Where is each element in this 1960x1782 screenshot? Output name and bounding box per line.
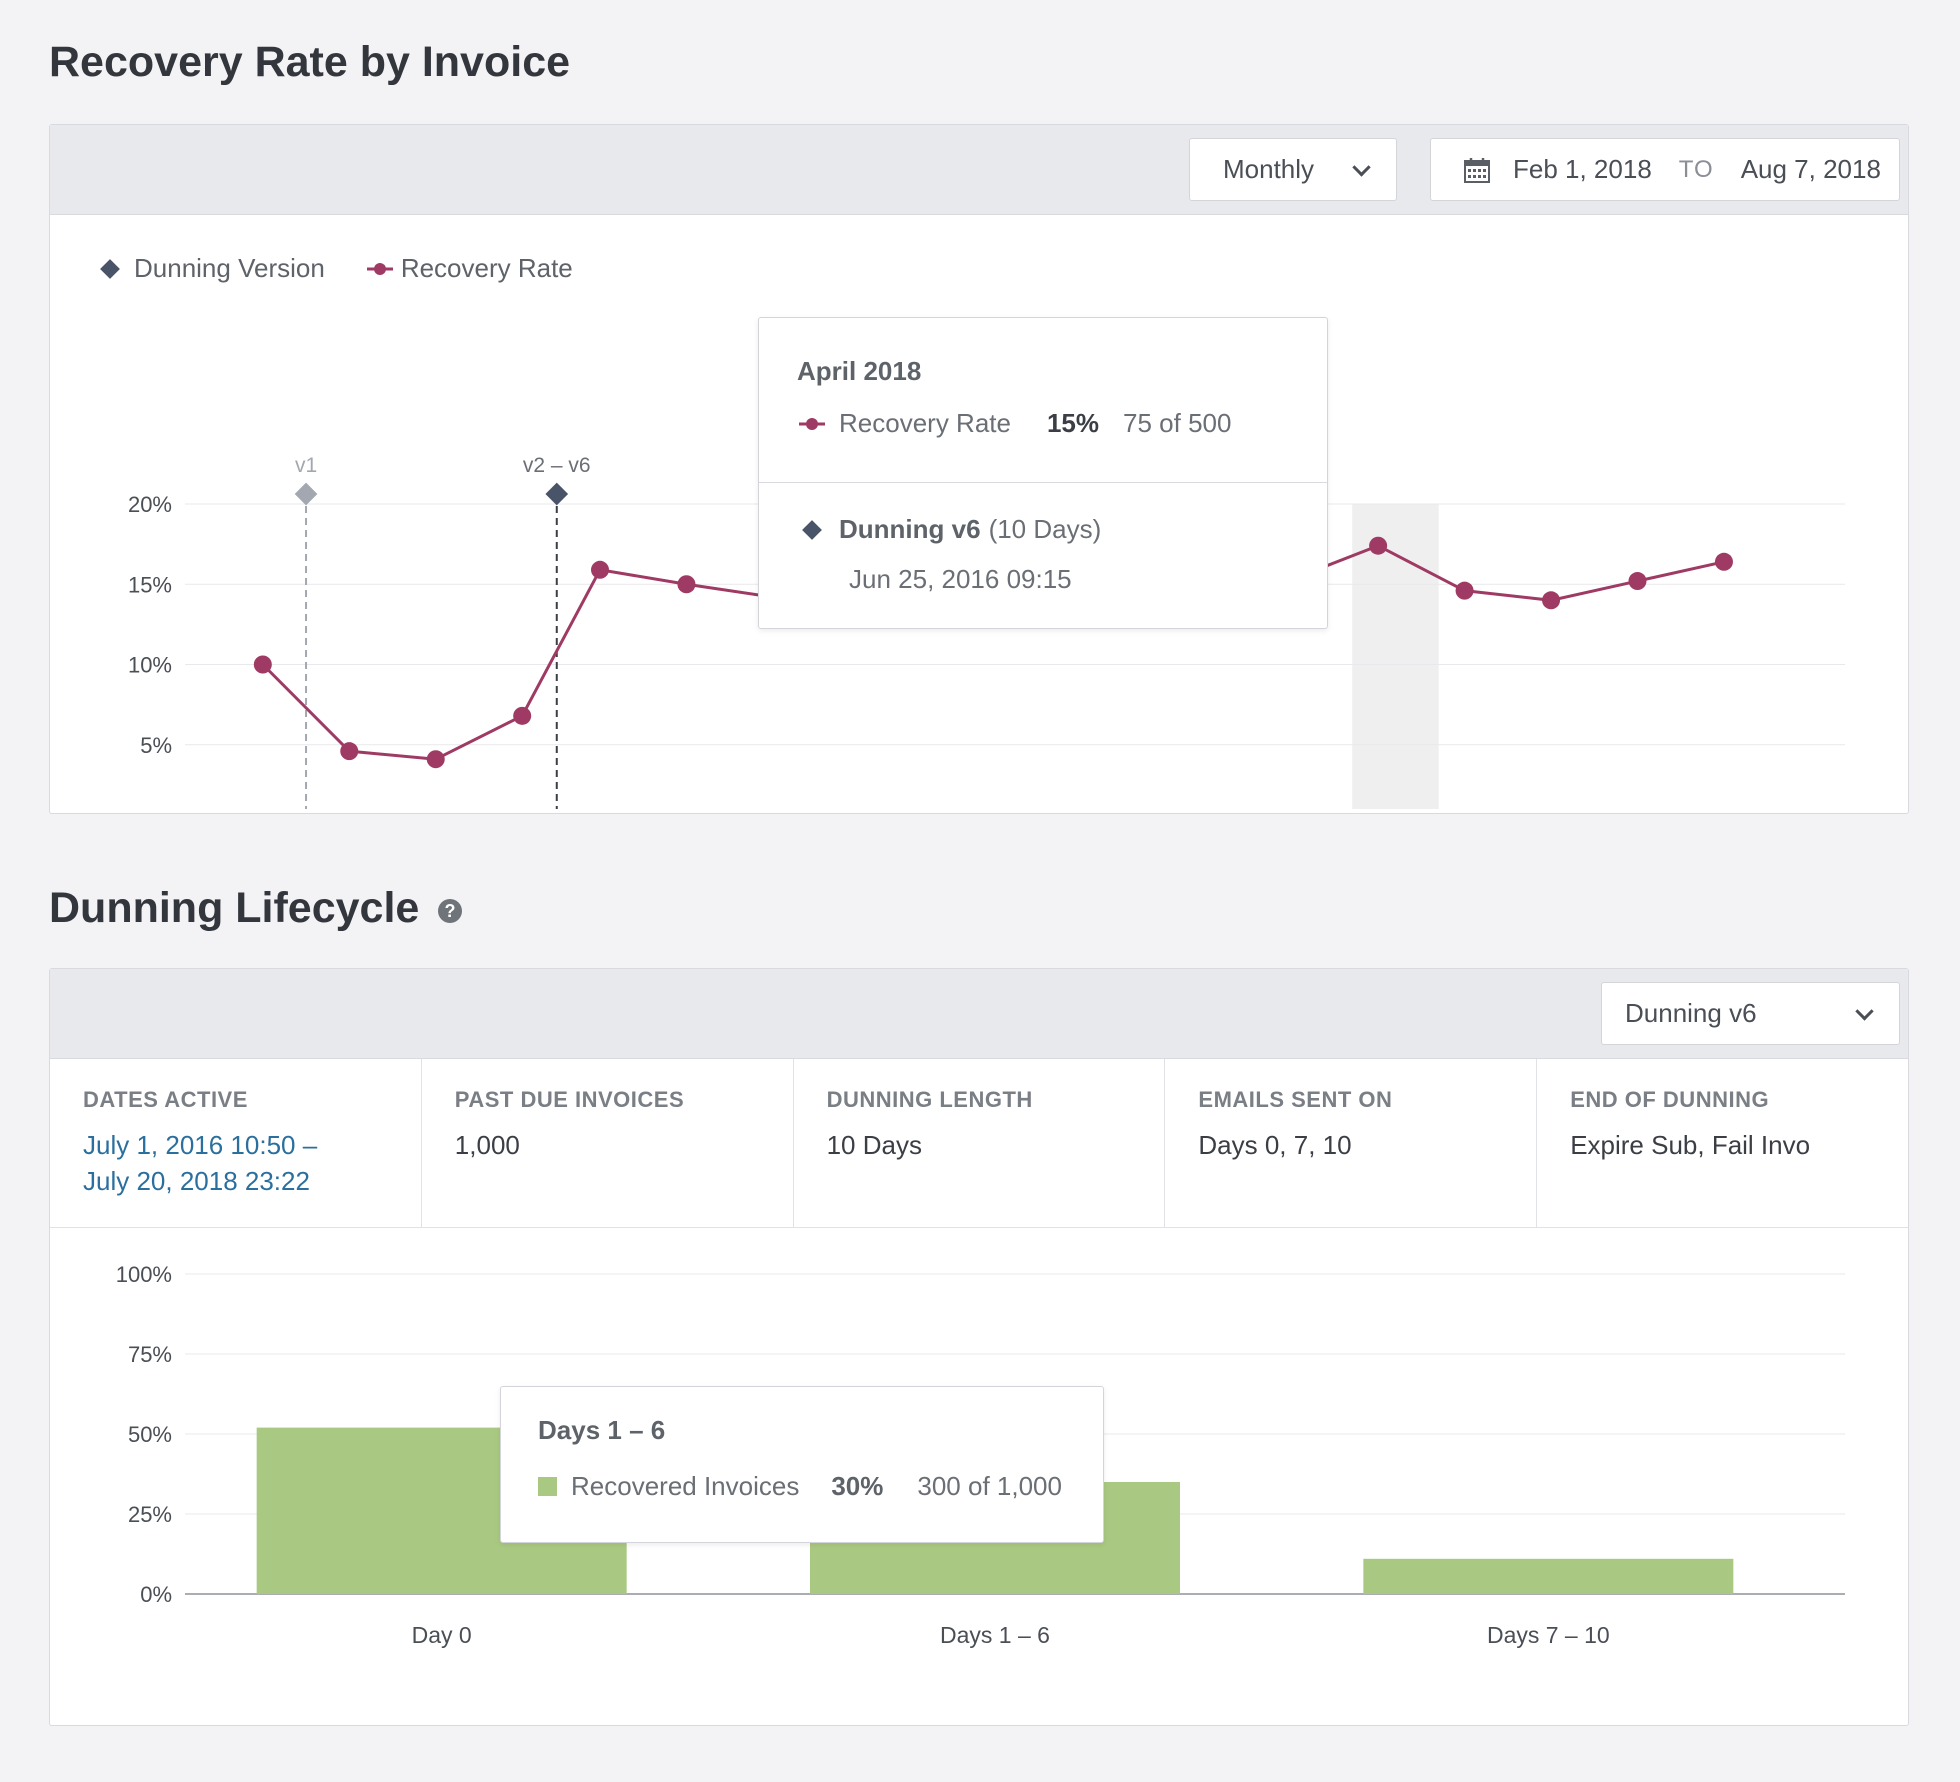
stat-value: Expire Sub, Fail Invo [1570, 1130, 1811, 1160]
recovery-rate-point [1369, 536, 1388, 555]
recovery-rate-point [1714, 552, 1733, 571]
recovery-rate-point [677, 575, 696, 594]
chevron-down-icon [1352, 157, 1371, 177]
recovery-rate-point [513, 706, 532, 725]
stat-past-due: PAST DUE INVOICES 1,000 [422, 1059, 794, 1227]
recovery-tooltip: April 2018 Recovery Rate 15% 75 of 500 D… [758, 317, 1328, 629]
tooltip-rate-label: Recovery Rate [839, 408, 1011, 438]
tooltip-rate-pct: 15% [1046, 408, 1100, 438]
y-tick-label: 20% [128, 492, 172, 517]
lifecycle-tooltip: Days 1 – 6 Recovered Invoices 30% 300 of… [500, 1386, 1104, 1543]
stat-value: 10 Days [826, 1130, 922, 1160]
x-tick-label: Days 1 – 6 [940, 1622, 1050, 1648]
date-to: Aug 7, 2018 [1740, 154, 1881, 184]
lifecycle-toolbar: Dunning v6 [50, 969, 1908, 1059]
legend-item-version[interactable]: Dunning Version [98, 253, 325, 284]
recovery-section-title: Recovery Rate by Invoice [49, 38, 571, 86]
tooltip-rate-row: Recovery Rate 15% 75 of 500 [797, 408, 1231, 439]
period-select[interactable]: Monthly [1189, 138, 1397, 201]
date-to-label: TO [1678, 155, 1714, 183]
version-select[interactable]: Dunning v6 [1601, 982, 1900, 1045]
recovery-card: Monthly Feb 1, 2018 TO Aug 7, 2018 [49, 124, 1909, 814]
lifecycle-tooltip-pct: 30% [831, 1471, 884, 1501]
tooltip-version-name: Dunning v6 [839, 514, 981, 544]
y-tick-label: 25% [128, 1502, 172, 1527]
lifecycle-tooltip-row: Recovered Invoices 30% 300 of 1,000 [538, 1471, 1062, 1502]
version-marker-diamond [545, 482, 569, 506]
lifecycle-stats: DATES ACTIVE July 1, 2016 10:50 – July 2… [50, 1059, 1908, 1228]
y-tick-label: 0% [140, 1582, 172, 1607]
y-tick-label: 10% [128, 653, 172, 678]
tooltip-version-length: (10 Days) [988, 514, 1102, 544]
recovery-legend: Dunning Version Recovery Rate [98, 253, 613, 284]
bar [1363, 1558, 1734, 1594]
stat-label: PAST DUE INVOICES [454, 1087, 685, 1112]
stat-end-of-dunning: END OF DUNNING Expire Sub, Fail Invo [1537, 1059, 1908, 1227]
tooltip-rate-count: 75 of 500 [1123, 408, 1232, 438]
stat-dunning-length: DUNNING LENGTH 10 Days [794, 1059, 1166, 1227]
line-dot-icon [799, 417, 825, 430]
y-tick-label: 75% [128, 1342, 172, 1367]
calendar-icon [1464, 157, 1490, 183]
tooltip-version-date: Jun 25, 2016 09:15 [849, 564, 1072, 594]
recovery-rate-point [340, 742, 359, 761]
legend-rate-label: Recovery Rate [400, 253, 573, 283]
diamond-icon [802, 519, 822, 540]
lifecycle-section-title: Dunning Lifecycle [49, 884, 420, 932]
y-tick-label: 50% [128, 1422, 172, 1447]
recovery-rate-line [1291, 544, 1725, 602]
stat-dates-active: DATES ACTIVE July 1, 2016 10:50 – July 2… [50, 1059, 422, 1227]
lifecycle-heading: Dunning Lifecycle ? [49, 884, 463, 933]
lifecycle-tooltip-title: Days 1 – 6 [538, 1415, 666, 1445]
x-tick-label: Day 0 [412, 1622, 472, 1648]
chevron-down-icon [1855, 1001, 1874, 1021]
stat-emails-sent: EMAILS SENT ON Days 0, 7, 10 [1165, 1059, 1538, 1227]
version-marker-label: v2 – v6 [523, 454, 591, 477]
tooltip-divider [759, 482, 1327, 483]
recovery-line-chart: 0%5%10%15%20%Apr '17Jun '17Aug '17Oct '1… [128, 454, 1845, 809]
version-select-value: Dunning v6 [1625, 998, 1757, 1028]
stat-value: 1,000 [454, 1130, 520, 1160]
tooltip-month: April 2018 [797, 356, 922, 386]
recovery-rate-point [591, 560, 609, 579]
line-dot-icon [366, 262, 393, 275]
y-tick-label: 100% [116, 1262, 172, 1287]
version-marker-diamond [294, 482, 318, 506]
lifecycle-tooltip-count: 300 of 1,000 [917, 1471, 1062, 1501]
recovery-rate-point [1628, 572, 1647, 591]
stat-value: Days 0, 7, 10 [1198, 1130, 1352, 1160]
recovery-rate-point [1455, 581, 1474, 600]
date-from: Feb 1, 2018 [1513, 154, 1652, 184]
recovery-rate-point [253, 655, 272, 674]
stat-value[interactable]: July 1, 2016 10:50 – July 20, 2018 23:22 [83, 1130, 318, 1196]
recovery-toolbar: Monthly Feb 1, 2018 TO Aug 7, 2018 [50, 125, 1908, 215]
lifecycle-tooltip-label: Recovered Invoices [571, 1471, 800, 1501]
stat-label: DATES ACTIVE [83, 1087, 248, 1112]
legend-item-rate[interactable]: Recovery Rate [365, 253, 573, 284]
period-select-value: Monthly [1223, 154, 1315, 184]
version-marker-label: v1 [295, 454, 317, 477]
legend-version-label: Dunning Version [134, 253, 325, 283]
tooltip-version-row: Dunning v6 (10 Days) [797, 514, 1101, 545]
stat-label: END OF DUNNING [1570, 1087, 1770, 1112]
lifecycle-card: Dunning v6 DATES ACTIVE July 1, 2016 10:… [49, 968, 1909, 1726]
stat-label: EMAILS SENT ON [1198, 1087, 1393, 1112]
recovery-rate-point [426, 750, 445, 769]
stat-label: DUNNING LENGTH [826, 1087, 1033, 1112]
help-icon[interactable]: ? [437, 898, 463, 924]
recovery-rate-point [1542, 591, 1561, 610]
green-square-icon [538, 1477, 557, 1496]
x-tick-label: Days 7 – 10 [1487, 1622, 1610, 1648]
y-tick-label: 5% [140, 733, 172, 758]
diamond-icon [100, 258, 120, 279]
date-range-picker[interactable]: Feb 1, 2018 TO Aug 7, 2018 [1430, 138, 1900, 201]
y-tick-label: 15% [128, 572, 172, 597]
svg-text:?: ? [445, 901, 456, 921]
